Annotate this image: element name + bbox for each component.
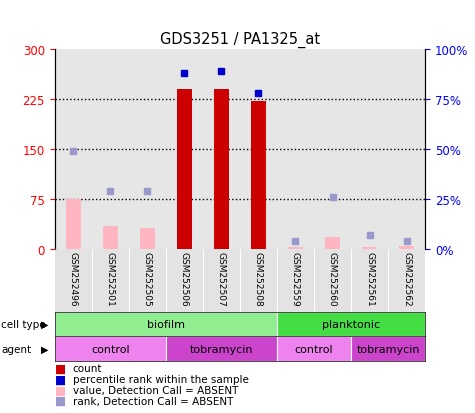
Bar [288, 247, 303, 250]
Bar [103, 226, 118, 250]
Text: GSM252560: GSM252560 [328, 251, 337, 306]
Bar [55, 50, 92, 250]
Text: biofilm: biofilm [147, 319, 185, 329]
Bar [314, 50, 351, 250]
Bar [314, 250, 351, 312]
Text: count: count [73, 363, 102, 373]
Text: control: control [294, 344, 333, 354]
Bar [277, 250, 314, 312]
Bar [388, 250, 425, 312]
Text: GSM252506: GSM252506 [180, 251, 189, 306]
Bar [399, 247, 414, 250]
Text: rank, Detection Call = ABSENT: rank, Detection Call = ABSENT [73, 396, 233, 406]
Text: ■: ■ [55, 394, 66, 407]
Text: control: control [91, 344, 130, 354]
Text: tobramycin: tobramycin [190, 344, 253, 354]
Bar [351, 50, 388, 250]
Text: ▶: ▶ [41, 319, 49, 329]
Bar [203, 50, 240, 250]
Bar [277, 50, 314, 250]
Bar [325, 238, 340, 250]
Text: GSM252559: GSM252559 [291, 251, 300, 306]
Bar [177, 90, 192, 250]
Text: GSM252496: GSM252496 [69, 251, 77, 306]
Bar [129, 250, 166, 312]
Bar [92, 50, 129, 250]
Text: tobramycin: tobramycin [356, 344, 420, 354]
Text: percentile rank within the sample: percentile rank within the sample [73, 374, 248, 384]
Text: GSM252507: GSM252507 [217, 251, 226, 306]
Text: ■: ■ [55, 362, 66, 375]
Text: GSM252501: GSM252501 [106, 251, 114, 306]
Text: GSM252508: GSM252508 [254, 251, 263, 306]
Title: GDS3251 / PA1325_at: GDS3251 / PA1325_at [160, 32, 320, 48]
Bar [203, 250, 240, 312]
Text: ■: ■ [55, 373, 66, 386]
Bar [55, 337, 166, 361]
Bar [240, 50, 277, 250]
Text: ■: ■ [55, 383, 66, 396]
Bar [166, 250, 203, 312]
Bar [240, 250, 277, 312]
Bar [277, 337, 351, 361]
Text: value, Detection Call = ABSENT: value, Detection Call = ABSENT [73, 385, 238, 395]
Bar [388, 50, 425, 250]
Bar [55, 250, 92, 312]
Bar [362, 248, 377, 250]
Text: GSM252561: GSM252561 [365, 251, 374, 306]
Text: agent: agent [1, 344, 31, 354]
Bar [66, 200, 81, 250]
Bar [166, 337, 277, 361]
Bar [251, 102, 266, 250]
Bar [55, 312, 277, 337]
Bar [214, 90, 229, 250]
Bar [351, 337, 425, 361]
Bar [92, 250, 129, 312]
Text: GSM252562: GSM252562 [402, 251, 411, 306]
Text: ▶: ▶ [41, 344, 49, 354]
Bar [351, 250, 388, 312]
Text: cell type: cell type [1, 319, 46, 329]
Bar [140, 228, 155, 250]
Bar [166, 50, 203, 250]
Bar [277, 312, 425, 337]
Bar [129, 50, 166, 250]
Text: GSM252505: GSM252505 [143, 251, 152, 306]
Text: planktonic: planktonic [322, 319, 380, 329]
